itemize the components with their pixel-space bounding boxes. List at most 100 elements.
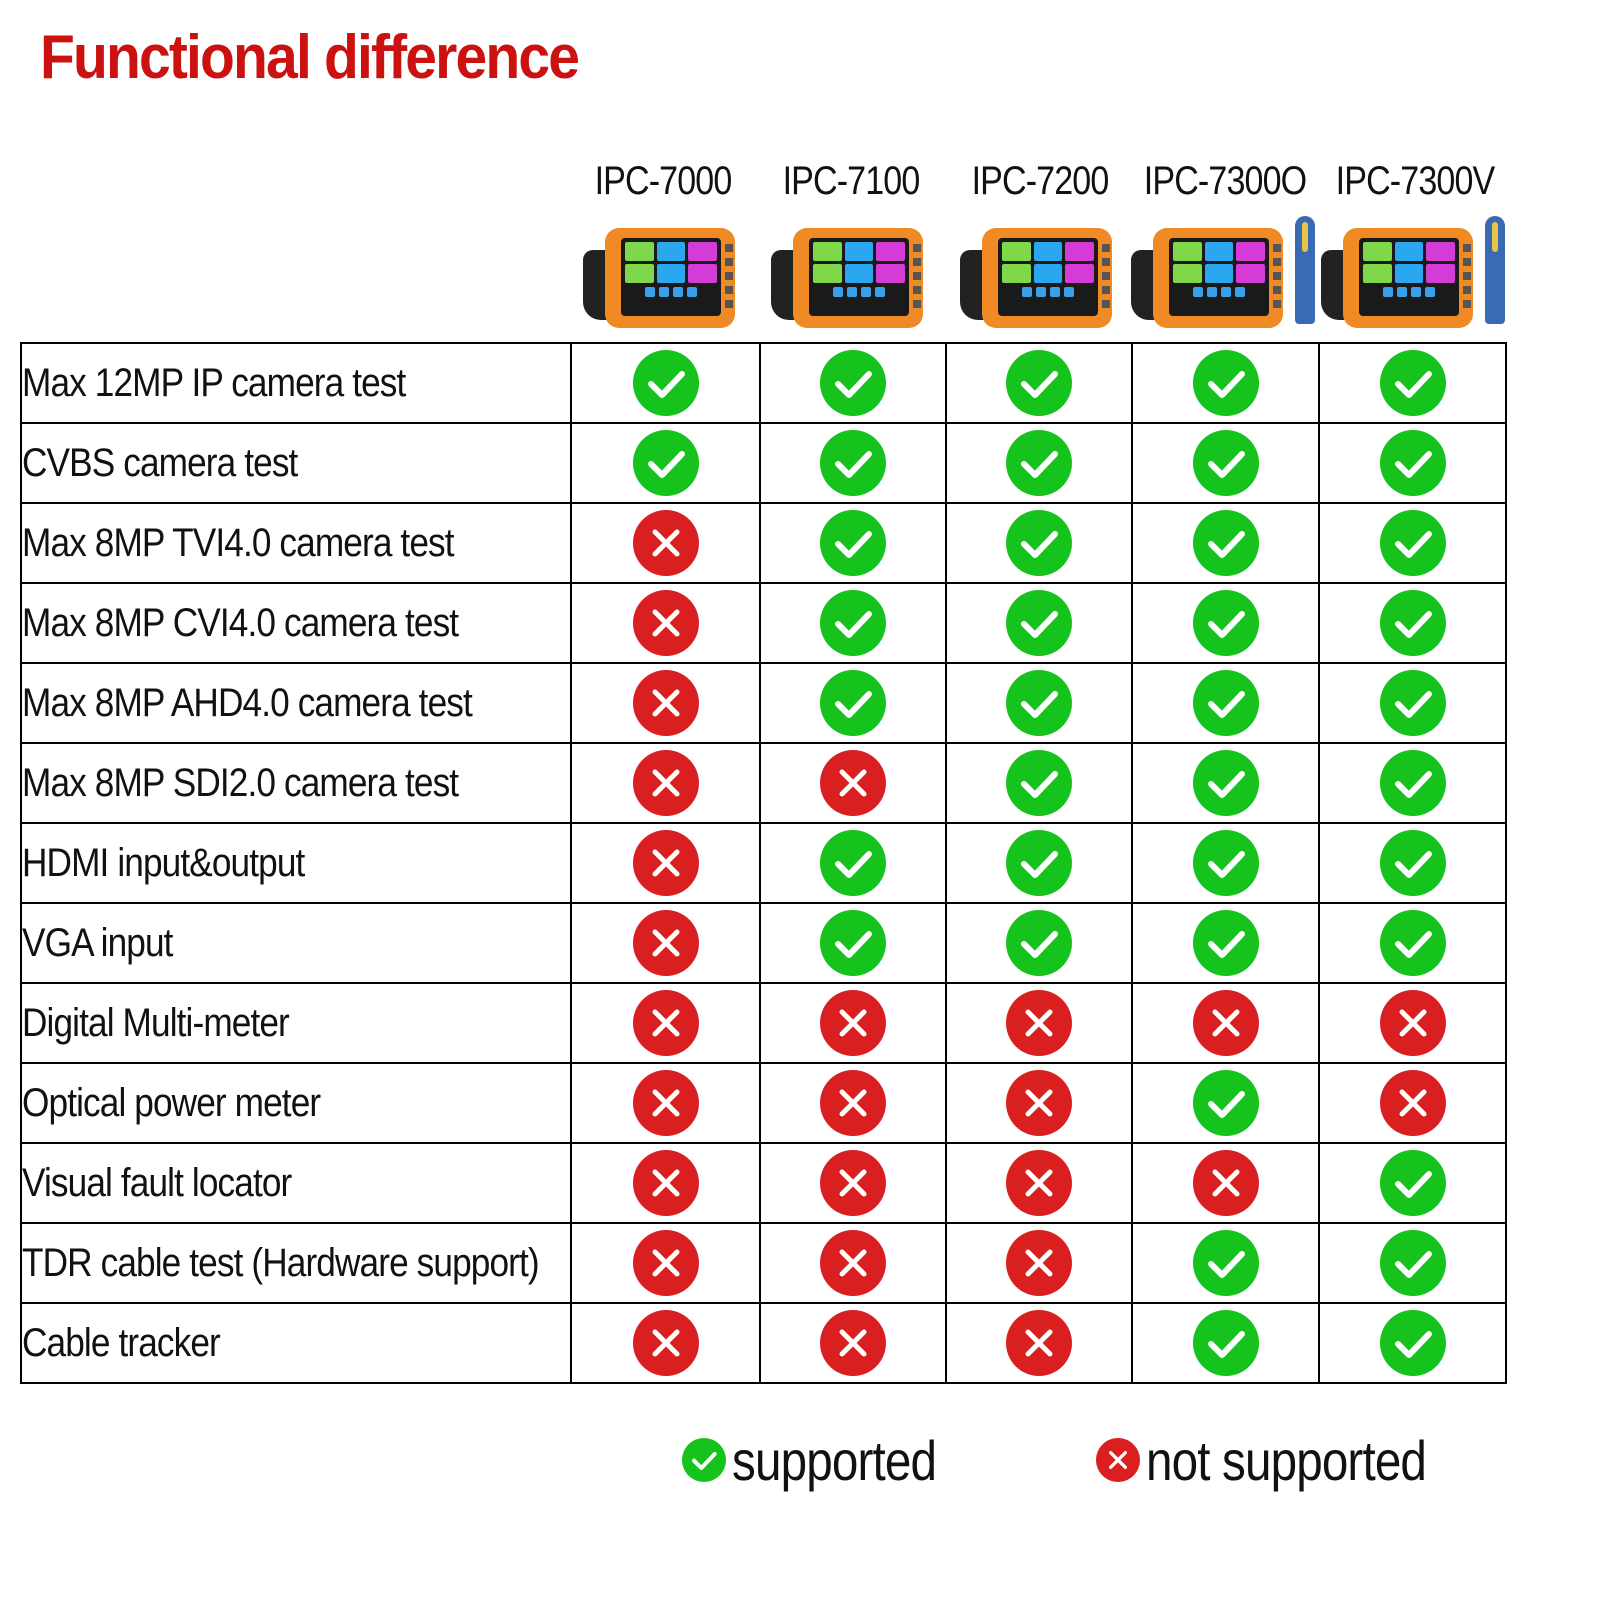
check-circle-icon [1379,1150,1446,1216]
cross-circle-icon [1379,1070,1446,1136]
feature-name-cell: Max 8MP TVI4.0 camera test [20,502,572,584]
support-cell [945,1222,1133,1304]
check-circle-icon [1192,910,1259,976]
check-circle-icon [1006,430,1072,496]
support-cell [1318,662,1507,744]
cross-circle-icon [1379,990,1446,1056]
check-circle-icon [1006,590,1072,656]
legend-supported: supported [682,1428,972,1492]
support-cell [1131,342,1320,424]
cross-circle-icon [632,510,699,576]
legend-not-supported: not supported [1096,1429,1475,1492]
check-circle-icon [820,910,886,976]
support-cell [759,502,947,584]
support-cell [945,422,1133,504]
table-row: Optical power meter [20,1062,1507,1144]
device-image [583,222,743,330]
support-cell [1318,582,1507,664]
support-cell [945,342,1133,424]
check-circle-icon [820,430,886,496]
support-cell [759,982,947,1064]
cross-circle-icon [632,1150,699,1216]
check-circle-icon [1379,590,1446,656]
check-circle-icon [820,590,886,656]
support-cell [945,1062,1133,1144]
cross-circle-icon [632,1230,699,1296]
table-row: Max 8MP SDI2.0 camera test [20,742,1507,824]
cross-circle-icon [1006,1150,1072,1216]
support-cell [1318,1222,1507,1304]
feature-name-cell: Max 8MP SDI2.0 camera test [20,742,572,824]
support-cell [1131,422,1320,504]
feature-name-cell: Cable tracker [20,1302,572,1384]
model-header: IPC-7000 [594,158,733,203]
support-cell [1131,1302,1320,1384]
cross-circle-icon [820,1070,886,1136]
table-row: Max 12MP IP camera test [20,342,1507,424]
support-cell [1318,982,1507,1064]
feature-label: Cable tracker [22,1320,221,1365]
check-circle-icon [1379,1310,1446,1376]
support-cell [1131,1222,1320,1304]
feature-label: Visual fault locator [22,1160,292,1205]
support-cell [1318,502,1507,584]
check-circle-icon [1192,430,1259,496]
feature-name-cell: TDR cable test (Hardware support) [20,1222,572,1304]
cross-circle-icon [820,750,886,816]
check-circle-icon [1192,1230,1259,1296]
support-cell [945,1302,1133,1384]
support-cell [1131,902,1320,984]
support-cell [570,422,761,504]
support-cell [1131,742,1320,824]
support-cell [570,582,761,664]
table-row: Digital Multi-meter [20,982,1507,1064]
cross-circle-icon [632,990,699,1056]
support-cell [1318,342,1507,424]
check-circle-icon [1192,590,1259,656]
check-circle-icon [1379,750,1446,816]
feature-name-cell: Max 8MP CVI4.0 camera test [20,582,572,664]
feature-label: TDR cable test (Hardware support) [22,1240,540,1285]
feature-label: Max 12MP IP camera test [22,360,406,405]
model-header: IPC-7300O [1143,158,1307,203]
cross-circle-icon [632,590,699,656]
check-circle-icon [1006,910,1072,976]
support-cell [759,902,947,984]
model-header: IPC-7300V [1335,158,1496,203]
model-header: IPC-7200 [971,158,1110,203]
support-cell [759,662,947,744]
table-row: TDR cable test (Hardware support) [20,1222,1507,1304]
check-circle-icon [1379,910,1446,976]
support-cell [570,742,761,824]
support-cell [759,422,947,504]
support-cell [570,1062,761,1144]
device-image [1321,222,1481,330]
support-cell [570,662,761,744]
support-cell [570,502,761,584]
table-row: CVBS camera test [20,422,1507,504]
check-circle-icon [682,1438,726,1482]
support-cell [759,342,947,424]
table-row: Max 8MP AHD4.0 camera test [20,662,1507,744]
support-cell [1318,1142,1507,1224]
feature-label: Optical power meter [22,1080,321,1125]
support-cell [945,822,1133,904]
check-circle-icon [1379,510,1446,576]
support-cell [570,1222,761,1304]
support-cell [759,582,947,664]
support-cell [1318,902,1507,984]
page-title: Functional difference [40,23,580,92]
legend-supported-label: supported [732,1428,937,1492]
feature-name-cell: HDMI input&output [20,822,572,904]
cross-circle-icon [1192,990,1259,1056]
table-row: Cable tracker [20,1302,1507,1384]
feature-label: CVBS camera test [22,440,298,485]
feature-name-cell: CVBS camera test [20,422,572,504]
support-cell [759,1222,947,1304]
check-circle-icon [1192,1310,1259,1376]
cross-circle-icon [1006,1310,1072,1376]
check-circle-icon [1006,830,1072,896]
support-cell [570,902,761,984]
support-cell [570,1302,761,1384]
support-cell [1131,662,1320,744]
